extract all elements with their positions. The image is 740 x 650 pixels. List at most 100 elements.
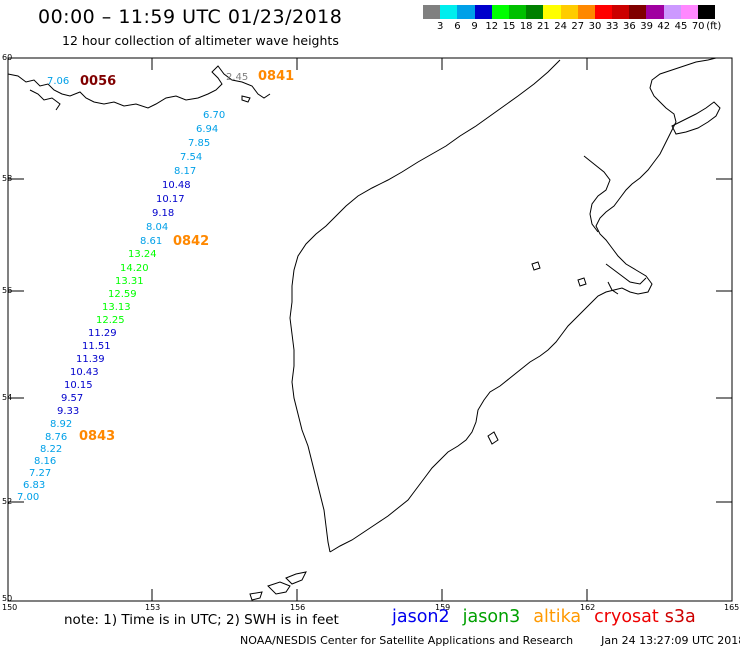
colorbar-label: 27 [571, 21, 585, 32]
colorbar-label: 45 [674, 21, 688, 32]
kuril-island [267, 581, 291, 595]
wave-height-value: 14.20 [120, 263, 149, 274]
pass-time-label: 0056 [80, 74, 116, 89]
wave-height-value: 7.54 [180, 152, 202, 163]
wave-height-colorbar [423, 5, 716, 19]
wave-height-value: 8.92 [50, 419, 72, 430]
colorbar-label: 12 [485, 21, 499, 32]
wave-height-value: 8.16 [34, 456, 56, 467]
colorbar-label: 24 [554, 21, 567, 32]
colorbar-swatch [612, 5, 630, 19]
legend-jason3: jason3 [462, 607, 521, 627]
lake [531, 261, 541, 271]
footer-timestamp: Jan 24 13:27:09 UTC 2018 [601, 634, 740, 647]
colorbar-label: 18 [519, 21, 533, 32]
wave-height-value: 6.70 [203, 110, 225, 121]
east-bay [605, 263, 647, 285]
wave-height-value: 2.45 [226, 72, 248, 83]
wave-height-value: 13.24 [128, 249, 157, 260]
wave-height-value: 7.27 [29, 468, 51, 479]
pass-time-label: 0841 [258, 69, 294, 84]
colorbar-swatch [698, 5, 716, 19]
wave-height-value: 12.59 [108, 289, 137, 300]
pass-time-label: 0843 [79, 429, 115, 444]
satellite-legend: jason2 jason3 altika cryosat s3a [392, 607, 709, 627]
lat-label: 52 [2, 497, 12, 506]
colorbar-swatch [526, 5, 544, 19]
pass-times: 0056 0841 0842 0843 [79, 69, 294, 444]
wave-heights: 7.06 2.45 6.70 6.94 7.85 7.54 8.17 10.48… [17, 72, 248, 503]
coastlines [7, 57, 721, 601]
lat-label: 60 [2, 53, 12, 62]
colorbar-swatch [474, 5, 492, 19]
colorbar-label: 9 [471, 21, 478, 32]
kamchatka-south-east-coast [329, 57, 717, 553]
colorbar-label: 6 [454, 21, 461, 32]
wave-height-value: 8.61 [140, 236, 162, 247]
lat-label: 54 [2, 393, 12, 402]
wave-height-value: 10.17 [156, 194, 185, 205]
wave-height-value: 13.31 [115, 276, 144, 287]
wave-height-value: 8.17 [174, 166, 196, 177]
karaginsky-island [671, 101, 721, 135]
wave-height-value: 7.00 [17, 492, 39, 503]
wave-height-value: 10.48 [162, 180, 191, 191]
lon-label: 165 [724, 603, 739, 612]
footer-credit: NOAA/NESDIS Center for Satellite Applica… [240, 634, 574, 647]
north-islet [241, 95, 251, 103]
kamchatka-west-coast [289, 59, 561, 553]
graticule-ticks [8, 58, 732, 601]
colorbar-label: 21 [537, 21, 550, 32]
colorbar-swatch [646, 5, 664, 19]
colorbar-label: 3 [437, 21, 444, 32]
colorbar-label: 42 [657, 21, 671, 32]
colorbar-label: 70 [691, 21, 705, 32]
wave-height-value: 10.43 [70, 367, 99, 378]
lon-label: 153 [145, 603, 160, 612]
pass-time-label: 0842 [173, 234, 209, 249]
lat-label: 56 [2, 286, 12, 295]
wave-height-value: 11.51 [82, 341, 111, 352]
colorbar-label: 15 [502, 21, 516, 32]
legend-cryosat: cryosat [594, 607, 659, 627]
wave-height-value: 8.76 [45, 432, 67, 443]
lon-label: 150 [2, 603, 17, 612]
colorbar-labels: 3 6 9 12 15 18 21 24 27 30 33 36 39 42 45 70 (ft) [423, 21, 740, 35]
lon-label: 159 [435, 603, 450, 612]
legend-jason2: jason2 [392, 607, 450, 627]
wave-height-value: 13.13 [102, 302, 131, 313]
lon-label: 162 [580, 603, 595, 612]
colorbar-swatch [543, 5, 561, 19]
colorbar-swatch [423, 5, 441, 19]
colorbar-swatch [663, 5, 681, 19]
lat-label: 50 [2, 594, 12, 603]
legend-altika: altika [533, 607, 582, 627]
colorbar-swatch [457, 5, 475, 19]
lake [577, 277, 587, 287]
colorbar-unit: (ft) [706, 21, 722, 32]
colorbar-swatch [508, 5, 527, 19]
kamchatka-inner-coast [583, 155, 611, 233]
units-note: note: 1) Time is in UTC; 2) SWH is in fe… [64, 612, 339, 628]
colorbar-swatch [491, 5, 509, 19]
kuril-island [249, 591, 263, 601]
north-coast-bay [29, 89, 61, 111]
islet [487, 431, 499, 445]
lon-label: 156 [290, 603, 305, 612]
map-title: 00:00 – 11:59 UTC 01/23/2018 [38, 6, 343, 28]
colorbar-swatch [440, 5, 458, 19]
footer: NOAA/NESDIS Center for Satellite Applica… [240, 634, 740, 647]
colorbar-swatch [629, 5, 647, 19]
lat-label: 58 [2, 174, 12, 183]
wave-height-value: 6.83 [23, 480, 45, 491]
colorbar-swatch [594, 5, 613, 19]
wave-height-value: 6.94 [196, 124, 218, 135]
wave-height-value: 10.15 [64, 380, 93, 391]
wave-height-value: 9.57 [61, 393, 83, 404]
colorbar-swatch [680, 5, 698, 19]
east-inlet [607, 281, 619, 295]
colorbar-swatch [577, 5, 595, 19]
wave-height-value: 7.85 [188, 138, 210, 149]
colorbar-label: 30 [588, 21, 602, 32]
